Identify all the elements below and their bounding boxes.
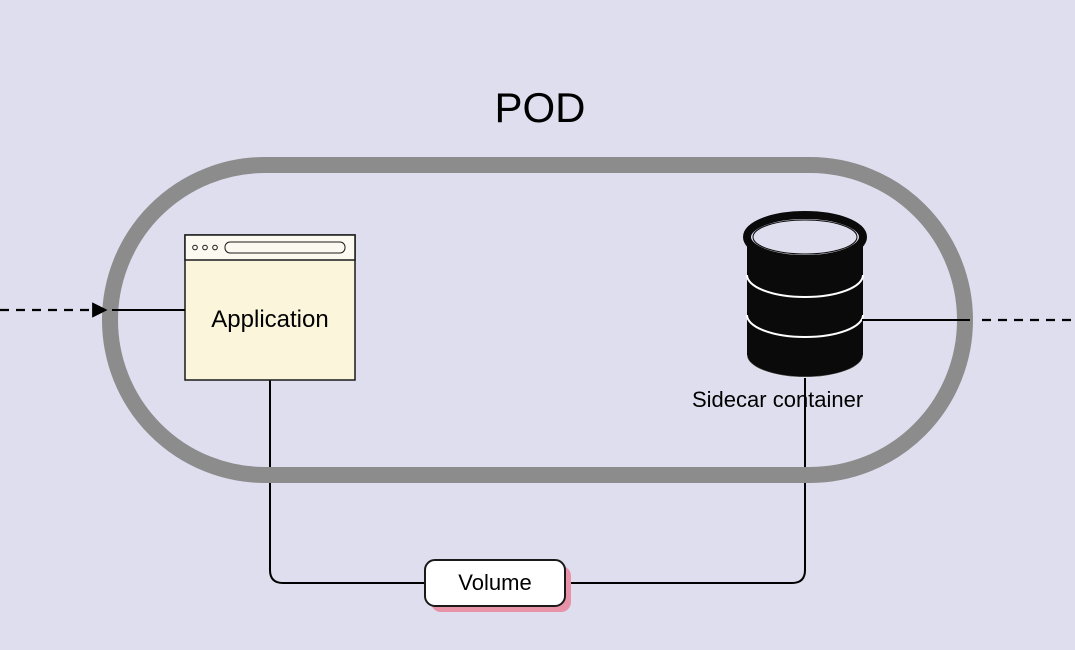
volume-label: Volume	[458, 570, 531, 596]
sidecar-cylinder-icon	[747, 215, 863, 377]
pod-title: POD	[494, 84, 585, 132]
application-label: Application	[211, 306, 328, 334]
sidecar-label: Sidecar container	[692, 387, 863, 413]
